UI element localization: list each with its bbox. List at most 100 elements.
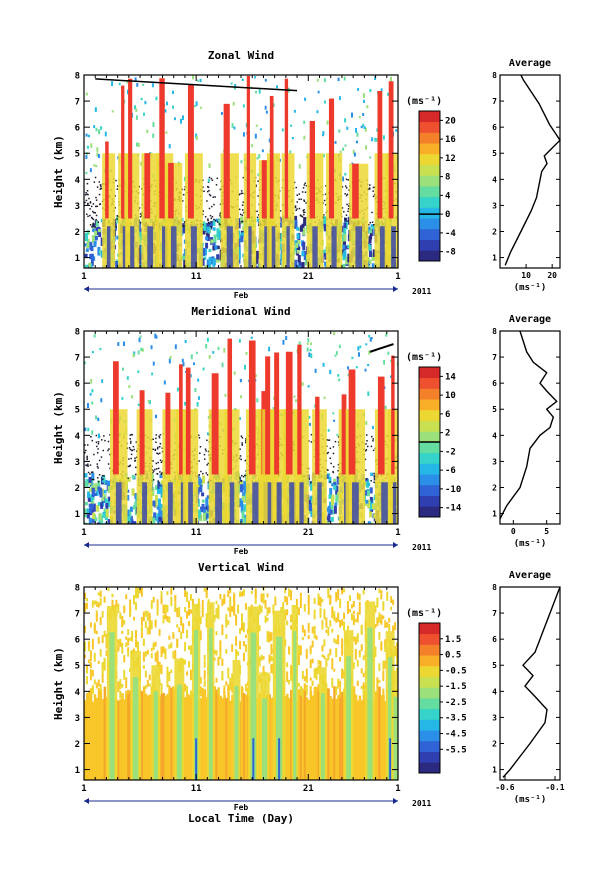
heatmap-cell (367, 521, 371, 524)
heatmap-cell (91, 401, 94, 405)
heatmap-cell (154, 641, 157, 647)
heatmap-cell (315, 635, 318, 640)
heatmap-cell (237, 250, 241, 260)
heatmap-cell (244, 364, 247, 370)
heatmap-cell (213, 203, 215, 206)
heatmap-cell (98, 228, 102, 238)
heatmap-cell (238, 193, 241, 195)
colorbar-tick-label: 0 (445, 210, 450, 220)
heatmap-cell (364, 145, 367, 150)
heatmap-cell (307, 622, 310, 633)
heatmap-cell (311, 658, 314, 664)
heatmap-cell (358, 116, 361, 119)
heatmap-cell (365, 421, 368, 425)
heatmap-cell (97, 433, 100, 439)
heatmap-cell (91, 638, 94, 650)
heatmap-cell (87, 202, 89, 205)
heatmap-cell (101, 699, 105, 780)
heatmap-cell (310, 342, 313, 346)
heatmap-cell (213, 234, 217, 244)
heatmap-cell (241, 474, 243, 477)
heatmap-cell (362, 123, 365, 127)
heatmap-cell (354, 636, 357, 641)
heatmap-cell (233, 126, 236, 130)
heatmap-cell (159, 471, 161, 473)
heatmap-cell (241, 209, 244, 211)
heatmap-area (84, 75, 398, 268)
heatmap-cell (159, 510, 163, 518)
heatmap-cell (125, 642, 128, 647)
heatmap-cell (331, 628, 334, 633)
heatmap-cell (84, 522, 88, 524)
heatmap-cell (307, 594, 310, 606)
heatmap-cell (101, 488, 105, 496)
heatmap-cell (346, 609, 349, 614)
heatmap-cell (333, 419, 336, 422)
heatmap-cell (334, 440, 337, 443)
heatmap-cell (104, 480, 108, 486)
colorbar-segment (419, 228, 440, 240)
heatmap-cell (258, 604, 261, 615)
heatmap-cell (329, 696, 332, 780)
x-tick-label: 21 (303, 528, 314, 538)
heatmap-cell (119, 678, 122, 690)
heatmap-cell (176, 638, 179, 647)
heatmap-cell (327, 589, 330, 599)
heatmap-cell (123, 699, 126, 780)
heatmap-cell (111, 110, 114, 113)
heatmap-cell (298, 163, 301, 169)
heatmap-cell (238, 208, 241, 211)
heatmap-cell (184, 683, 187, 692)
heatmap-cell (156, 657, 159, 667)
heatmap-cell (193, 105, 196, 108)
heatmap-cell (158, 435, 160, 438)
heatmap-cell (86, 514, 90, 519)
heatmap-cell (339, 620, 342, 628)
average-y-tick-label: 3 (492, 201, 497, 210)
heatmap-cell (310, 441, 313, 443)
heatmap-cell (117, 681, 120, 693)
heatmap-cell (219, 213, 221, 215)
heatmap-cell (315, 396, 320, 475)
heatmap-cell (347, 207, 350, 210)
heatmap-cell (309, 691, 313, 780)
heatmap-cell (97, 441, 100, 443)
heatmap-cell (127, 477, 129, 480)
heatmap-cell (87, 642, 90, 648)
heatmap-cell (134, 501, 138, 507)
heatmap-cell (91, 687, 94, 695)
heatmap-cell (315, 674, 318, 680)
heatmap-cell (191, 598, 194, 606)
heatmap-cell (152, 133, 155, 138)
heatmap-cell (215, 631, 218, 636)
heatmap-cell (157, 446, 159, 449)
heatmap-cell (339, 150, 342, 154)
heatmap-cell (305, 668, 308, 678)
heatmap-cell (241, 192, 243, 195)
heatmap-cell (86, 238, 90, 248)
heatmap-cell (133, 616, 136, 621)
heatmap-cell (389, 76, 392, 82)
heatmap-cell (308, 415, 311, 419)
colorbar-tick-label: 8 (445, 173, 450, 183)
heatmap-cell (205, 497, 209, 507)
heatmap-cell (119, 639, 122, 647)
average-x-tick-label: 20 (547, 271, 557, 280)
heatmap-cell (305, 677, 308, 683)
heatmap-cell (96, 504, 100, 512)
heatmap-cell (297, 246, 301, 251)
heatmap-cell (135, 473, 137, 476)
heatmap-cell (248, 340, 256, 475)
heatmap-cell (299, 689, 302, 695)
heatmap-cell (298, 265, 302, 268)
heatmap-cell (166, 615, 169, 622)
heatmap-cell (89, 201, 92, 203)
heatmap-cell (321, 598, 324, 603)
heatmap-cell (140, 97, 143, 101)
heatmap-cell (337, 491, 341, 496)
heatmap-cell (365, 478, 369, 482)
heatmap-cell (214, 245, 218, 250)
colorbar-segment (419, 239, 440, 251)
heatmap-cell (321, 654, 324, 658)
heatmap-cell (240, 216, 244, 225)
